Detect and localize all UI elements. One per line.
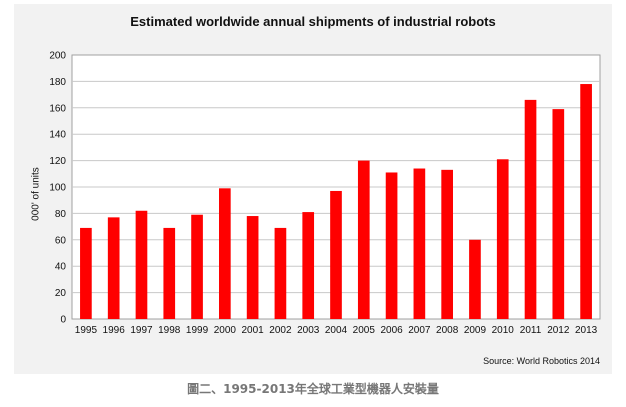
y-tick-label: 200 xyxy=(49,51,66,62)
y-tick-label: 140 xyxy=(49,130,66,141)
x-tick-label: 2006 xyxy=(380,325,403,336)
x-tick-label: 2001 xyxy=(242,325,265,336)
x-tick-label: 1996 xyxy=(103,325,126,336)
source-note: Source: World Robotics 2014 xyxy=(483,356,600,366)
x-tick-label: 2002 xyxy=(269,325,292,336)
x-tick-label: 2005 xyxy=(353,325,376,336)
x-tick-label: 2007 xyxy=(408,325,431,336)
x-tick-label: 2013 xyxy=(575,325,598,336)
bar-1998 xyxy=(163,227,176,319)
x-tick-label: 2012 xyxy=(547,325,570,336)
bar-chart: 0 20 40 60 80 100 120 140 160 180 200 1995 1996 1997… xyxy=(49,51,601,336)
x-tick-label: 2000 xyxy=(214,325,237,336)
bars xyxy=(80,84,592,320)
bar-2000 xyxy=(219,188,231,319)
bar-2005 xyxy=(357,160,370,319)
x-tick-label: 1999 xyxy=(186,325,209,336)
x-tick-label: 1995 xyxy=(75,325,98,336)
bar-1997 xyxy=(135,210,148,319)
x-tick-label: 2008 xyxy=(436,325,459,336)
x-tick-label: 2009 xyxy=(464,325,487,336)
x-tick-label: 2003 xyxy=(297,325,320,336)
bar-2004 xyxy=(330,190,342,319)
chart-title: Estimated worldwide annual shipments of … xyxy=(130,14,496,29)
x-tick-label: 2011 xyxy=(520,325,542,336)
bar-2011 xyxy=(524,99,537,319)
bar-2010 xyxy=(496,159,509,319)
y-tick-label: 180 xyxy=(49,77,66,88)
y-axis-title: 000' of units xyxy=(30,167,42,221)
bar-2012 xyxy=(552,109,565,320)
bar-2009 xyxy=(469,239,481,319)
y-tick-label: 120 xyxy=(49,156,66,167)
y-tick-label: 100 xyxy=(49,183,66,194)
bar-1996 xyxy=(107,217,120,319)
y-tick-label: 20 xyxy=(55,288,67,299)
y-tick-label: 60 xyxy=(55,235,67,246)
bar-2006 xyxy=(385,172,398,319)
x-tick-label: 1998 xyxy=(158,325,181,336)
y-tick-label: 0 xyxy=(60,315,66,326)
bar-2007 xyxy=(413,168,426,319)
chart-panel: 0 20 40 60 80 100 120 140 160 180 200 1995 1996 1997… xyxy=(14,4,612,374)
x-tick-label: 2010 xyxy=(492,325,515,336)
y-tick-label: 40 xyxy=(55,262,67,273)
bar-2002 xyxy=(274,227,287,319)
gridlines xyxy=(72,80,600,294)
y-tick-labels: 0 20 40 60 80 100 120 140 160 180 200 xyxy=(49,51,66,326)
bar-2008 xyxy=(441,169,453,319)
x-tick-label: 1997 xyxy=(130,325,153,336)
bar-2001 xyxy=(246,216,259,319)
y-tick-label: 80 xyxy=(55,209,67,220)
bar-2003 xyxy=(302,212,315,319)
bar-2013 xyxy=(580,84,592,319)
figure-caption: 圖二、1995-2013年全球工業型機器人安裝量 xyxy=(187,382,439,396)
y-tick-label: 160 xyxy=(49,103,66,114)
x-tick-label: 2004 xyxy=(325,325,348,336)
bar-1995 xyxy=(80,227,92,319)
bar-1999 xyxy=(191,214,203,319)
x-tick-labels: 1995 1996 1997 1998 1999 2000 2001 2002 2003 2004… xyxy=(75,325,598,336)
